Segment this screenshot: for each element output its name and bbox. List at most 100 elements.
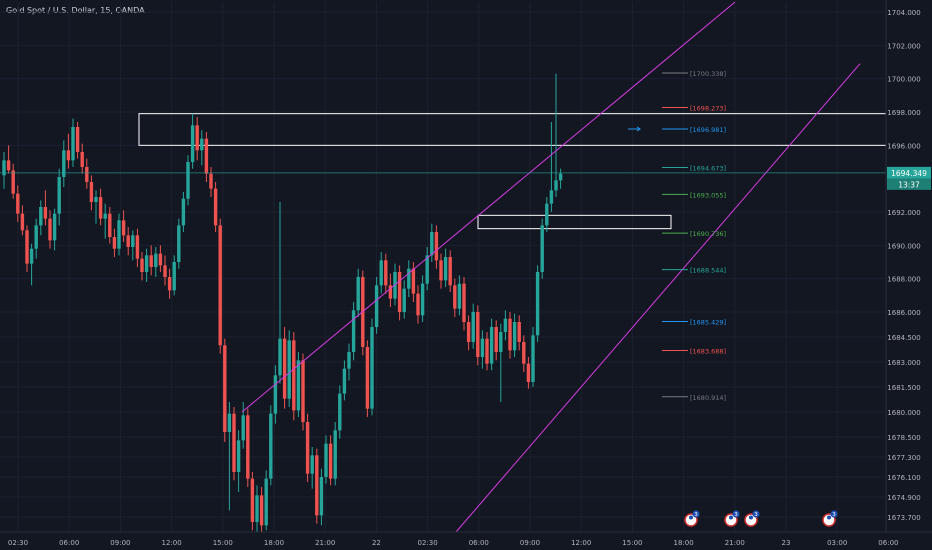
level-label: [1685.429] [690,319,726,327]
x-tick-label: 23 [782,539,791,547]
candle-down [223,345,227,432]
candle-down [305,422,310,474]
candle-down [397,272,402,312]
candle-up [269,413,273,479]
candle-up [503,318,508,332]
candle-down [416,293,420,316]
candle-up [535,272,540,336]
event-count: 3 [694,512,698,518]
candle-up [443,257,448,281]
candle-down [85,167,89,182]
countdown-badge [887,178,931,190]
candle-up [62,150,66,177]
candle-down [328,443,333,479]
candle-up [39,207,43,226]
y-tick-label: 1674.900 [887,494,920,502]
arrow-icon [628,126,641,132]
chart-title: Gold Spot / U.S. Dollar, 15, OANDA [6,6,145,15]
x-tick-label: 15:00 [622,539,642,547]
y-tick-label: 1702.000 [887,42,920,50]
candle-up [71,127,75,161]
candle-up [407,268,411,289]
candle-up [480,338,485,357]
candle-up [278,338,282,376]
candle-up [287,340,291,399]
x-tick-label: 12:00 [162,539,182,547]
y-tick-label: 1684.500 [887,334,920,342]
level-label: [1696.981] [690,126,726,134]
candle-up [374,285,379,327]
level-label: [1698.273] [690,104,726,112]
candle-down [89,182,94,202]
candle-down [462,283,466,322]
event-count: 3 [734,512,738,518]
candle-up [2,160,6,176]
candle-up [554,180,558,191]
candle-up [177,225,181,262]
candle-down [411,268,416,294]
candle-down [388,285,393,299]
current-price-value: 1694.349 [891,169,927,178]
price-axis [886,0,932,550]
candle-down [167,277,172,291]
candle-up [227,413,232,432]
candle-down [508,318,512,351]
candle-up [540,225,544,272]
x-tick-label: 18:00 [264,539,284,547]
y-tick-label: 1686.000 [887,309,920,317]
candle-down [195,125,199,151]
candle-down [209,173,213,189]
candle-down [80,152,84,167]
candle-up [324,443,328,477]
candle-up [181,198,186,226]
candle-down [135,235,140,259]
y-tick-label: 1676.100 [887,474,920,482]
candle-up [190,125,195,162]
x-tick-label: 15:00 [213,539,233,547]
candle-up [255,495,259,522]
candle-up [558,173,563,181]
event-flag-icon [744,513,758,527]
candle-down [204,138,209,174]
y-tick-label: 1678.500 [887,434,920,442]
candle-up [131,235,135,247]
candle-down [98,197,103,219]
candle-down [25,230,29,264]
candle-up [356,277,360,311]
candle-up [144,255,149,272]
candle-down [232,413,236,472]
candle-up [273,375,278,414]
candle-down [476,312,480,357]
y-tick-label: 1681.500 [887,384,920,392]
resistance-zone [138,113,887,146]
event-flag-icon [684,513,698,527]
candle-up [370,327,374,409]
current-price-badge [887,166,931,179]
y-tick-label: 1700.000 [887,76,920,84]
candle-down [282,338,287,399]
candle-up [531,335,535,382]
candle-up [94,197,98,202]
candle-down [384,260,388,286]
candle-up [310,455,314,474]
candle-up [351,310,356,352]
level-label: [1690.736] [690,230,726,238]
candle-up [29,248,34,264]
x-tick-label: 09:00 [520,539,540,547]
y-tick-label: 1696.000 [887,142,920,150]
event-flag-icon-dot [827,515,831,520]
level-label: [1693.055] [690,191,726,199]
candle-up [103,213,107,219]
candle-down [466,322,471,342]
event-count-badge [732,510,740,518]
x-tick-label: 06:00 [469,539,489,547]
candle-down [301,360,305,422]
candle-down [434,232,439,261]
x-tick-label: 03:00 [827,539,847,547]
candle-up [57,177,61,214]
candle-down [218,225,222,346]
candle-up [154,253,158,267]
level-label: [1694.673] [690,164,726,172]
candle-down [108,213,112,237]
candle-down [20,213,25,231]
